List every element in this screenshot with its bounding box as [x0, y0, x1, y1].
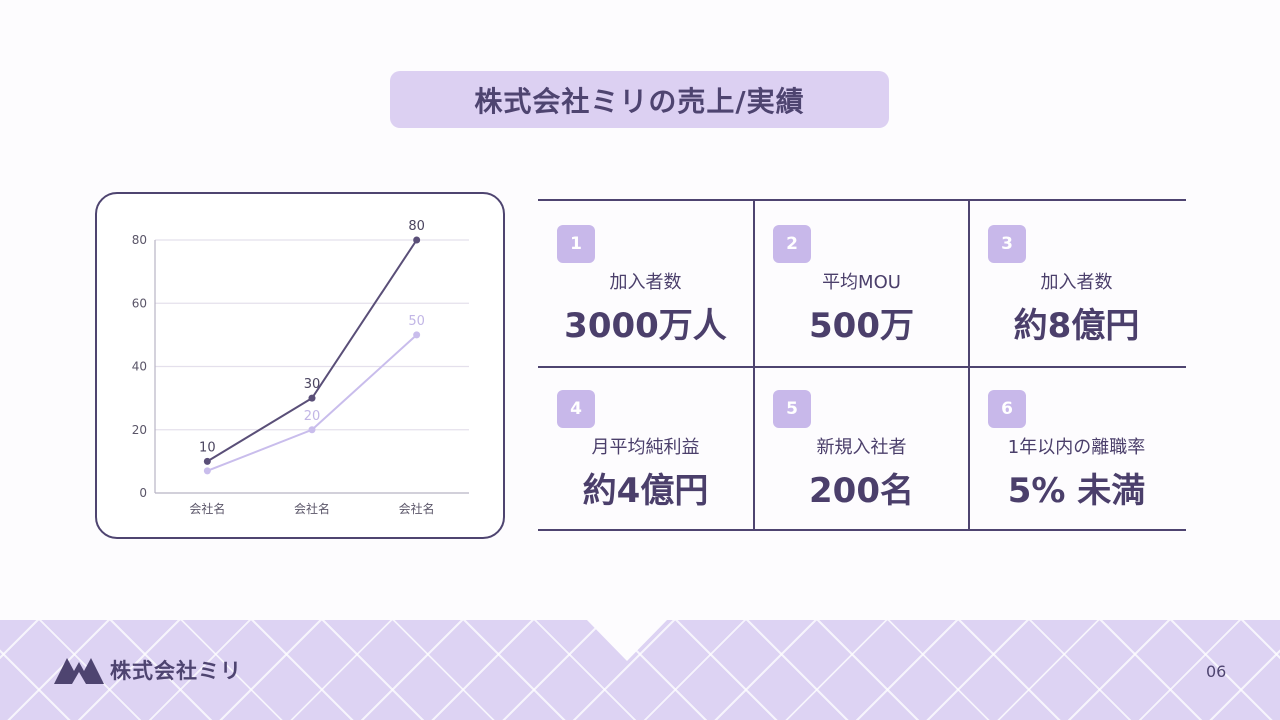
grid-divider	[753, 199, 755, 531]
stat-label: 平均MOU	[822, 272, 901, 293]
x-tick-label: 会社名	[189, 501, 225, 516]
stat-number-badge: 3	[988, 225, 1026, 263]
footer-notch	[586, 619, 668, 661]
stats-grid: 1 加入者数 3000万人 2 平均MOU 500万 3 加入者数 約8億円 4…	[538, 199, 1186, 531]
stat-value: 500万	[809, 306, 914, 346]
grid-line-bottom	[538, 529, 1186, 531]
y-tick-label: 60	[132, 296, 147, 310]
y-tick-label: 80	[132, 233, 147, 247]
x-tick-label: 会社名	[399, 501, 435, 516]
stat-value: 200名	[809, 471, 914, 511]
stat-cell-subscribers: 1 加入者数 3000万人	[538, 201, 753, 365]
stat-label: 新規入社者	[816, 437, 907, 458]
grid-line-middle	[538, 366, 1186, 368]
data-point	[413, 331, 421, 339]
mountain-logo-icon	[54, 658, 104, 684]
y-tick-label: 40	[132, 360, 147, 374]
line-chart: 0 20 40 60 80 会社名 会社名 会社名 10 30 80 20 50	[132, 219, 469, 516]
x-tick-label: 会社名	[294, 501, 330, 516]
stat-number-badge: 2	[773, 225, 811, 263]
data-label: 30	[304, 377, 321, 392]
stat-cell-average-mou: 2 平均MOU 500万	[754, 201, 969, 365]
page-title: 株式会社ミリの売上/実績	[390, 71, 889, 128]
series-line	[206, 334, 418, 472]
data-point	[203, 467, 211, 475]
y-tick-label: 0	[139, 486, 147, 500]
stat-label: 月平均純利益	[591, 437, 700, 458]
stat-number-badge: 6	[988, 390, 1026, 428]
data-label: 80	[408, 219, 425, 234]
stat-cell-net-profit: 4 月平均純利益 約4億円	[538, 366, 753, 530]
data-point	[308, 394, 316, 402]
stat-number-badge: 4	[557, 390, 595, 428]
data-label: 20	[304, 409, 321, 424]
stat-value: 5% 未満	[1007, 471, 1146, 511]
stat-cell-revenue: 3 加入者数 約8億円	[969, 201, 1184, 365]
stat-cell-new-hires: 5 新規入社者 200名	[754, 366, 969, 530]
data-label: 10	[199, 440, 216, 455]
stat-value: 3000万人	[564, 306, 727, 346]
line-chart-card: 0 20 40 60 80 会社名 会社名 会社名 10 30 80 20 50	[95, 192, 505, 539]
stat-number-badge: 1	[557, 225, 595, 263]
data-point	[203, 457, 211, 465]
y-tick-label: 20	[132, 423, 147, 437]
grid-divider	[968, 199, 970, 531]
grid-line-top	[538, 199, 1186, 201]
data-label: 50	[408, 314, 425, 329]
stat-number-badge: 5	[773, 390, 811, 428]
stat-label: 加入者数	[1040, 272, 1113, 293]
data-point	[308, 426, 316, 434]
data-point	[413, 236, 421, 244]
stat-label: 加入者数	[609, 272, 682, 293]
page-number: 06	[1206, 662, 1227, 681]
brand-name: 株式会社ミリ	[110, 659, 242, 683]
stat-value: 約4億円	[582, 471, 709, 511]
stat-label: 1年以内の離職率	[1007, 437, 1146, 458]
stat-cell-turnover: 6 1年以内の離職率 5% 未満	[969, 366, 1184, 530]
stat-value: 約8億円	[1013, 306, 1140, 346]
